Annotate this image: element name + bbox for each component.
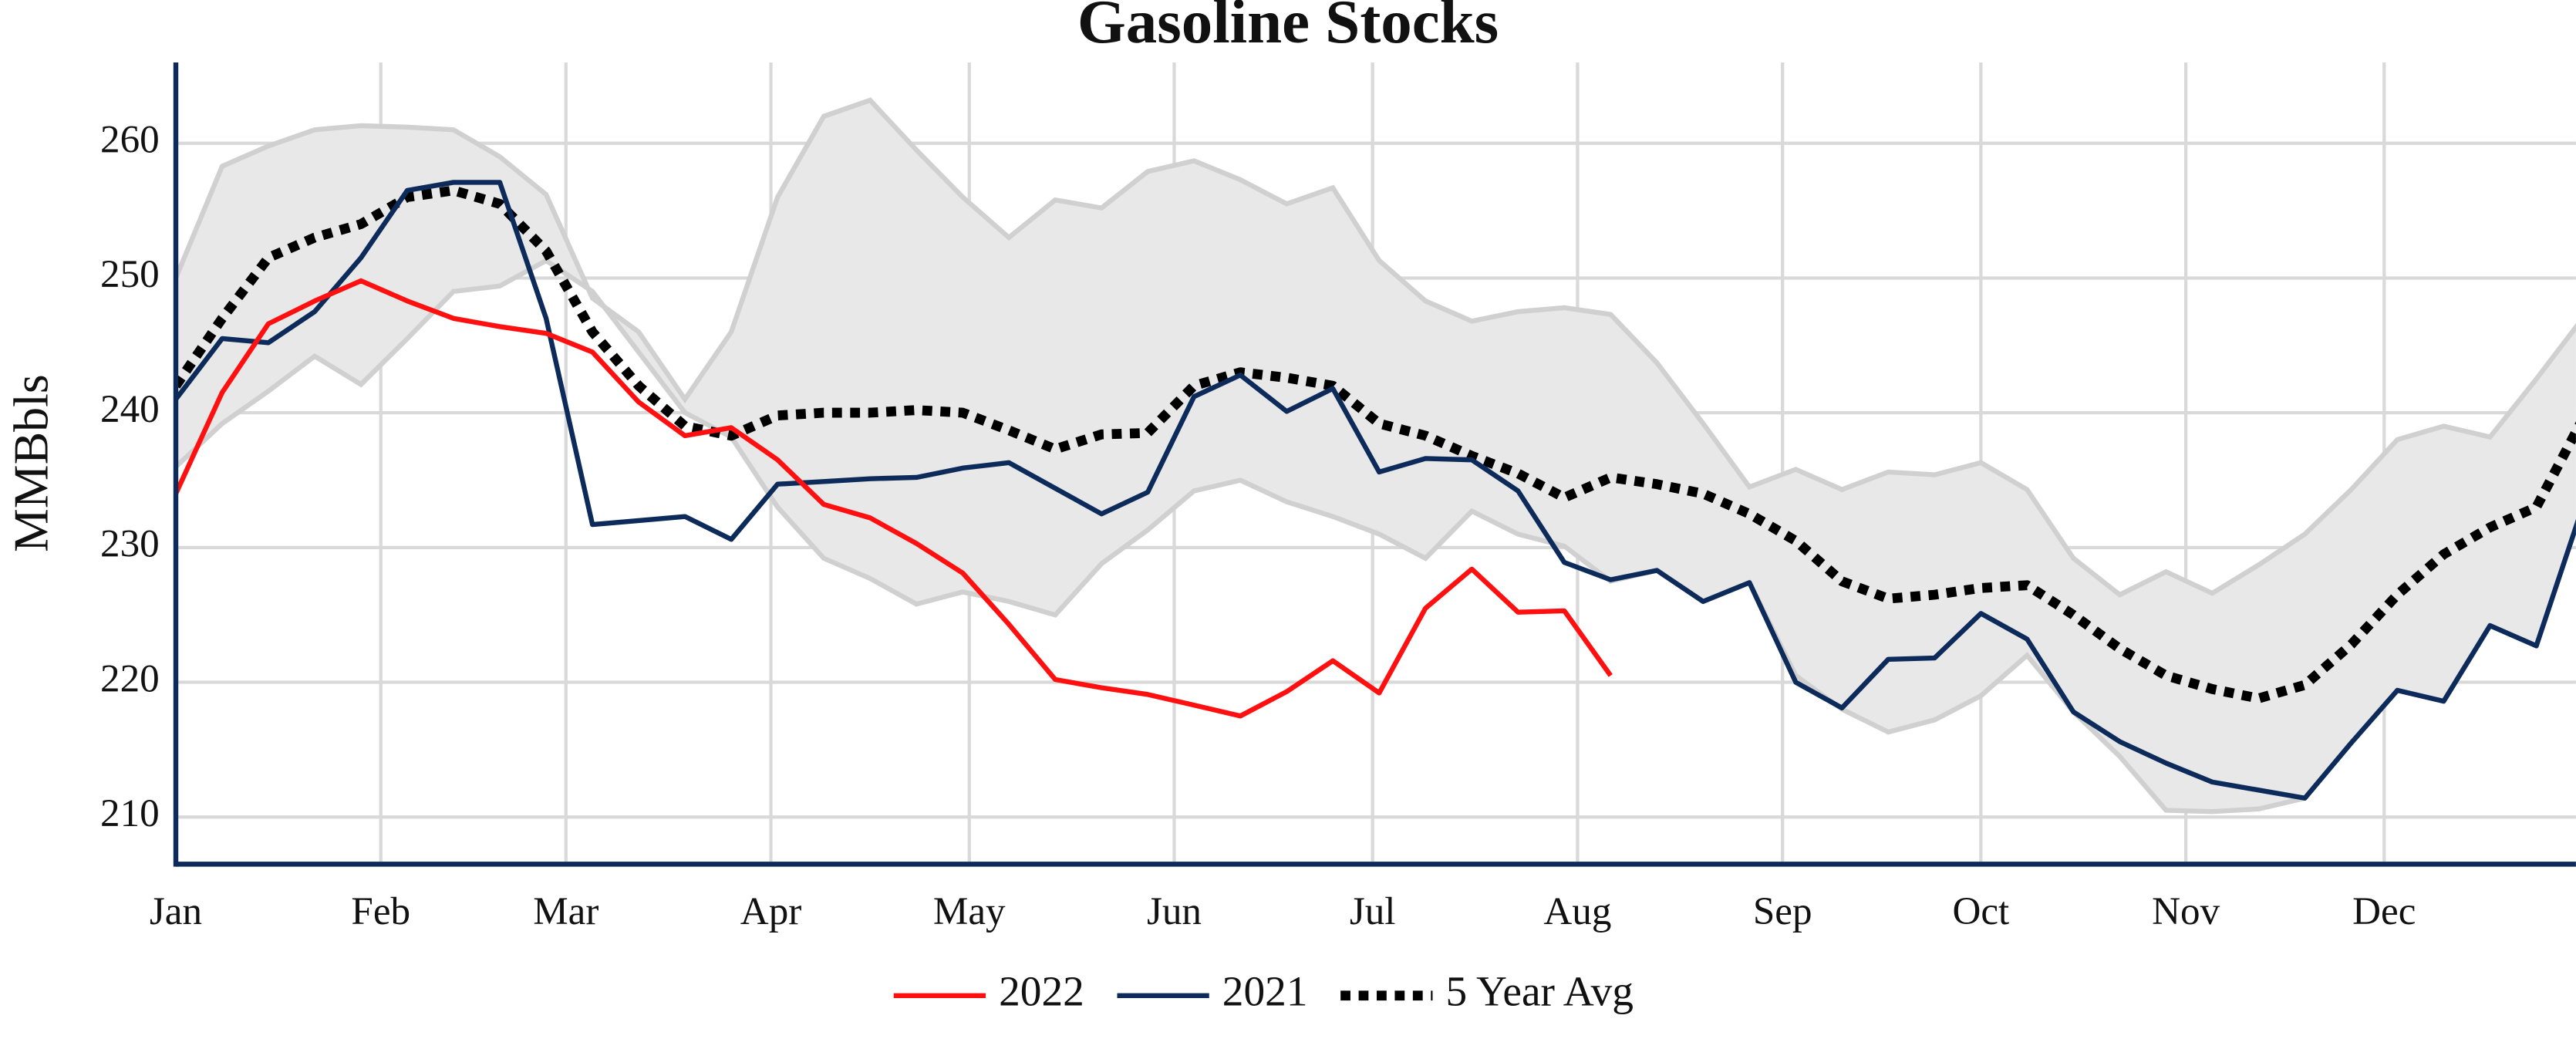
x-tick-label: Mar	[533, 889, 598, 933]
range-band	[175, 100, 2576, 812]
range-lower	[175, 258, 2576, 815]
legend: 2022 2021 5 Year Avg	[893, 967, 1634, 1014]
x-tick-label: Apr	[740, 889, 801, 933]
y-tick-label: 220	[100, 656, 160, 700]
x-tick-label: Jul	[1350, 889, 1396, 933]
x-tick-label: Sep	[1753, 889, 1812, 933]
y-tick-label: 250	[100, 252, 160, 296]
plot-area	[175, 97, 2576, 815]
legend-label: 5 Year Avg	[1445, 967, 1633, 1014]
series-line	[175, 185, 2576, 703]
y-tick-label: 240	[100, 387, 160, 431]
axes: 210 220 230 240 250 260 Jan Feb Mar Apr May Jun Jul A…	[100, 62, 2576, 933]
x-tick-label: Dec	[2352, 889, 2416, 933]
chart-title: Gasoline Stocks	[1077, 0, 1499, 56]
x-tick-label: May	[933, 889, 1006, 933]
x-tick-label: Jan	[150, 889, 202, 933]
legend-label: 2022	[999, 967, 1084, 1014]
y-tick-label: 210	[100, 791, 160, 835]
x-tick-label: Nov	[2152, 889, 2220, 933]
series-line	[175, 278, 1613, 719]
series-line	[175, 180, 2576, 801]
y-tick-label: 230	[100, 522, 160, 566]
y-tick-label: 260	[100, 117, 160, 161]
x-tick-label: Feb	[351, 889, 410, 933]
legend-label: 2021	[1222, 967, 1308, 1014]
x-tick-label: Aug	[1543, 889, 1611, 933]
range-upper	[175, 97, 2576, 598]
x-tick-label: Jun	[1147, 889, 1202, 933]
y-axis-label: MMBbls	[4, 374, 59, 552]
x-tick-label: Oct	[1952, 889, 2009, 933]
